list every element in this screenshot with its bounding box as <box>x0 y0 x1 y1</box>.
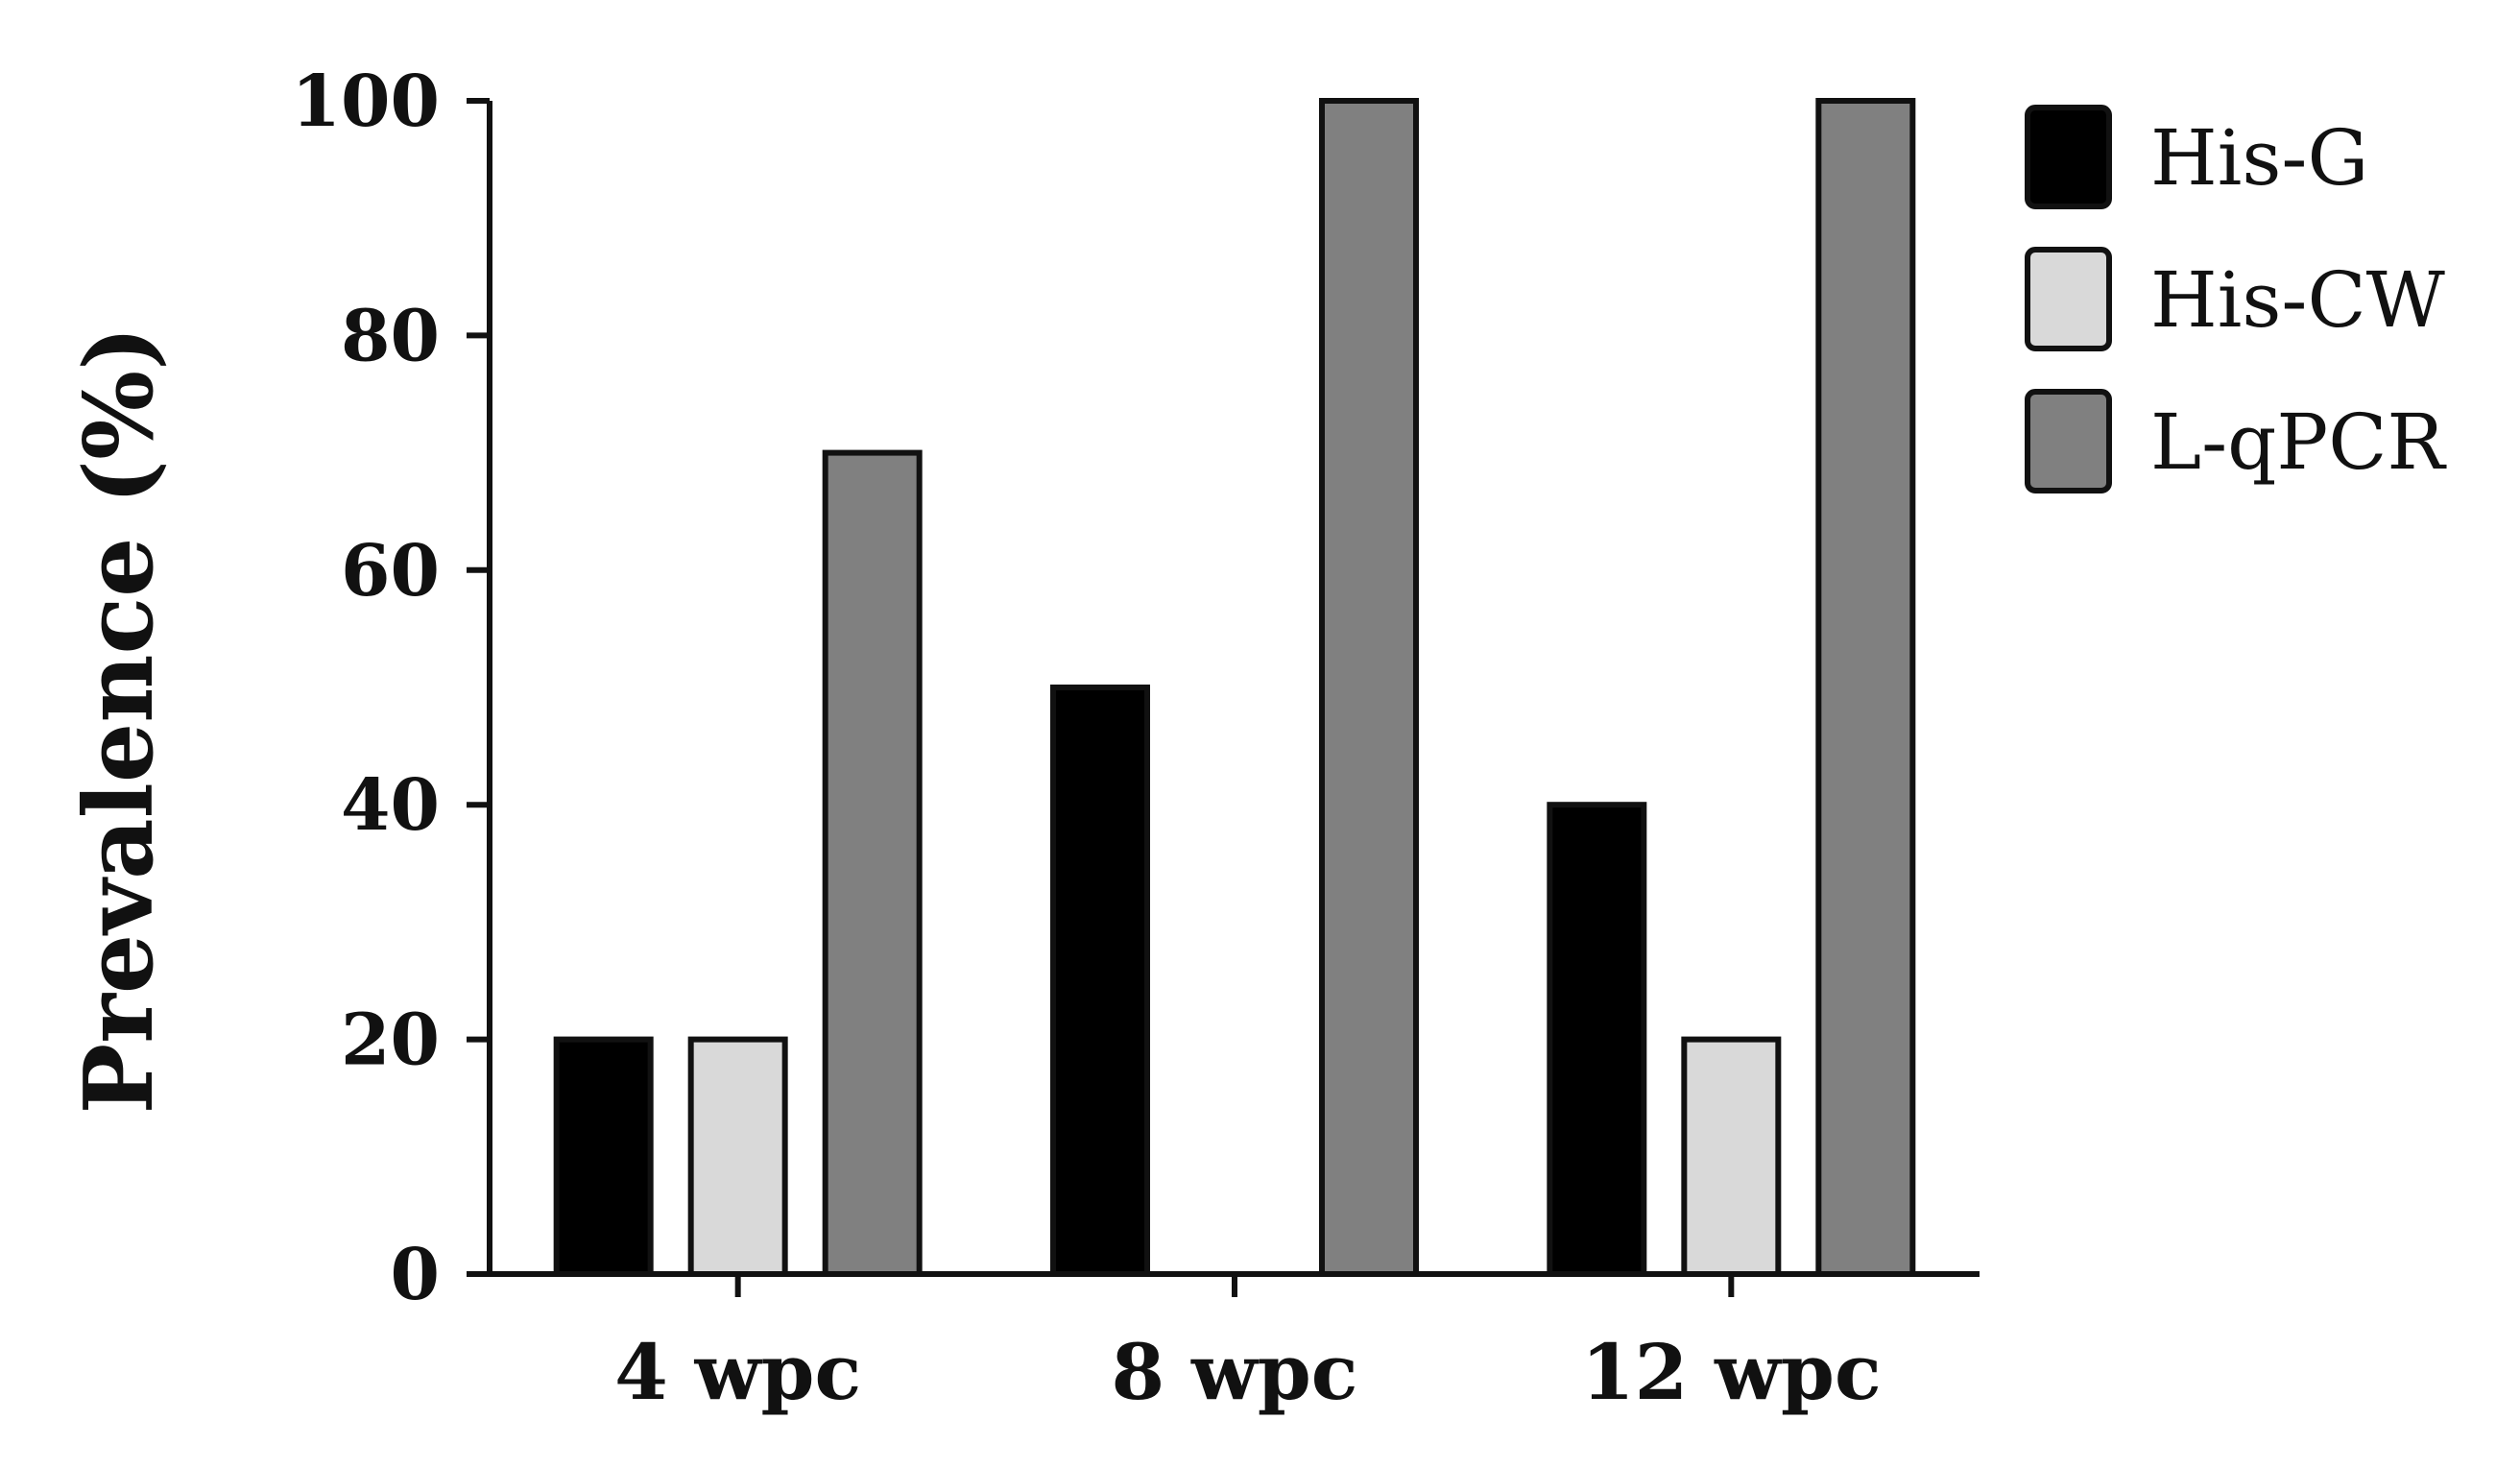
bar-his-cw-1 <box>687 1036 788 1277</box>
y-ticks: 0 20 40 60 80 100 <box>292 60 490 1316</box>
bar-his-g-3 <box>1547 802 1647 1277</box>
y-tick-label: 80 <box>341 295 440 377</box>
y-tick-label: 40 <box>341 764 440 847</box>
legend-swatch <box>2025 247 2112 351</box>
bar-l-qpcr-3 <box>1815 98 1916 1277</box>
y-axis-label: Prevalence (%) <box>64 326 175 1115</box>
x-tick-label: 8 wpc <box>1111 1327 1357 1417</box>
bar-his-g-2 <box>1050 685 1150 1277</box>
legend-swatch <box>2025 105 2112 209</box>
y-tick-label: 60 <box>341 530 440 613</box>
x-tick-label: 4 wpc <box>614 1327 861 1417</box>
legend-label: L-qPCR <box>2150 397 2447 487</box>
y-tick-label: 100 <box>292 60 440 143</box>
bar-his-cw-3 <box>1681 1036 1782 1277</box>
plot-area <box>553 98 1916 1278</box>
legend-swatch <box>2025 389 2112 493</box>
bar-l-qpcr-1 <box>822 449 923 1278</box>
legend-label: His-G <box>2150 113 2368 203</box>
legend: His-G His-CW L-qPCR <box>2025 105 2447 493</box>
x-ticks: 4 wpc 8 wpc 12 wpc <box>614 1274 1882 1417</box>
bar-his-g-1 <box>553 1036 654 1277</box>
y-tick-label: 0 <box>391 1234 441 1316</box>
x-tick-label: 12 wpc <box>1581 1327 1882 1417</box>
legend-label: His-CW <box>2150 255 2445 345</box>
bar-l-qpcr-2 <box>1319 98 1419 1277</box>
y-tick-label: 20 <box>341 999 440 1082</box>
